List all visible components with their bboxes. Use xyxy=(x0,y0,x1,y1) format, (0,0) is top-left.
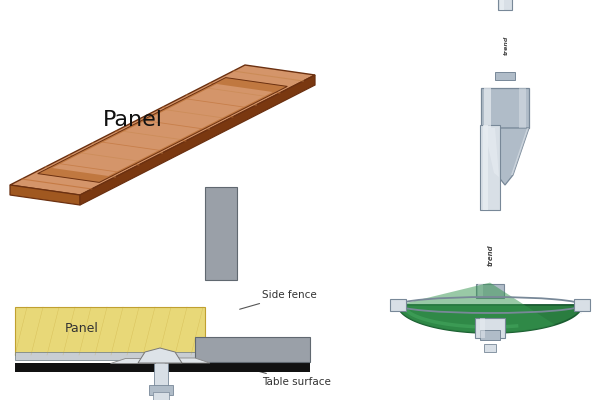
Polygon shape xyxy=(10,65,315,195)
Bar xyxy=(484,344,496,352)
Polygon shape xyxy=(398,282,555,333)
Bar xyxy=(153,392,169,400)
Bar xyxy=(476,284,504,298)
Bar xyxy=(195,337,310,362)
Polygon shape xyxy=(52,84,273,176)
Polygon shape xyxy=(511,128,529,175)
Polygon shape xyxy=(80,75,315,205)
Polygon shape xyxy=(398,305,582,323)
Polygon shape xyxy=(110,358,155,363)
Text: Side fence: Side fence xyxy=(239,290,317,309)
Polygon shape xyxy=(484,128,499,177)
Bar xyxy=(205,187,237,280)
Bar xyxy=(478,284,483,298)
Text: Panel: Panel xyxy=(103,110,163,130)
Bar xyxy=(480,330,500,340)
Polygon shape xyxy=(10,185,80,205)
Polygon shape xyxy=(481,128,529,185)
Text: Panel: Panel xyxy=(65,322,99,334)
Text: Table surface: Table surface xyxy=(242,367,331,387)
Bar xyxy=(15,363,310,372)
Bar xyxy=(498,0,512,10)
Polygon shape xyxy=(545,305,582,314)
Text: trend: trend xyxy=(488,244,494,266)
Bar xyxy=(500,0,504,10)
Bar xyxy=(15,307,205,355)
Polygon shape xyxy=(138,348,182,363)
Bar xyxy=(390,299,406,311)
Bar xyxy=(481,88,529,128)
Bar xyxy=(480,125,500,210)
Polygon shape xyxy=(38,78,287,182)
Bar xyxy=(475,318,505,338)
Polygon shape xyxy=(398,305,582,333)
Bar xyxy=(483,125,488,210)
Bar xyxy=(574,299,590,311)
Polygon shape xyxy=(165,358,210,363)
Bar xyxy=(15,352,310,360)
Bar xyxy=(484,88,491,128)
Bar xyxy=(480,318,485,338)
Text: trend: trend xyxy=(503,35,509,55)
Bar xyxy=(149,385,173,395)
Bar xyxy=(519,88,526,128)
Bar xyxy=(154,355,168,400)
Bar xyxy=(495,72,515,80)
